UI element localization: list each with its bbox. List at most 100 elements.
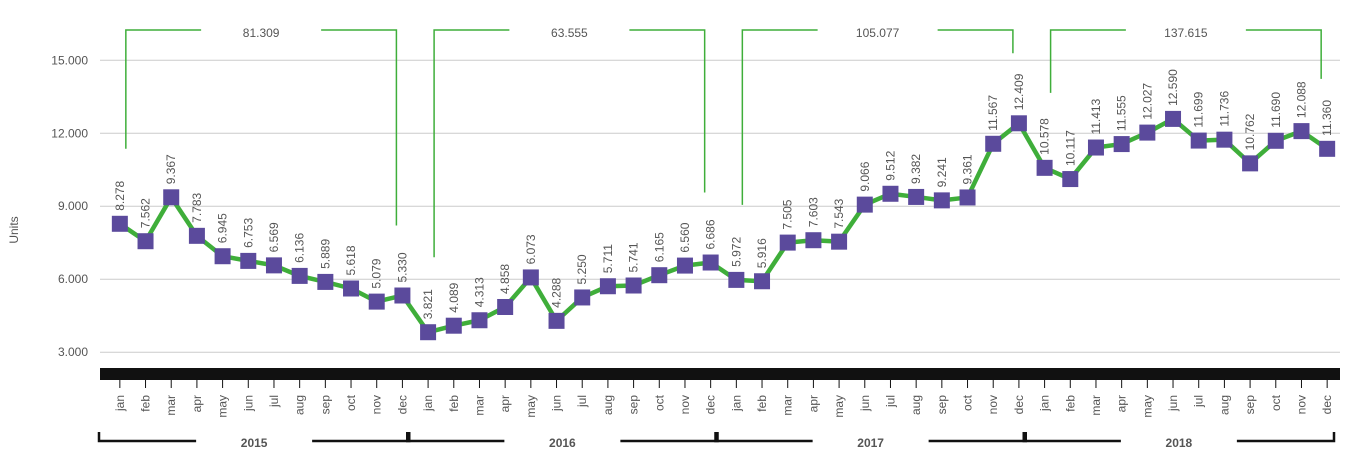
total-label: 81.309 xyxy=(243,26,280,40)
marker xyxy=(882,185,899,202)
x-tick-label: apr xyxy=(806,395,820,412)
marker xyxy=(779,234,796,251)
value-label: 3.821 xyxy=(421,289,435,319)
marker xyxy=(240,252,257,269)
marker xyxy=(471,312,488,329)
y-axis-label: Units xyxy=(7,216,21,243)
value-label: 6.073 xyxy=(524,234,538,264)
value-label: 10.578 xyxy=(1038,118,1052,155)
marker xyxy=(985,135,1002,152)
value-label: 12.590 xyxy=(1166,69,1180,106)
marker xyxy=(1267,132,1284,149)
value-label: 7.505 xyxy=(781,199,795,229)
value-label: 4.313 xyxy=(472,277,486,307)
value-label: 8.278 xyxy=(113,180,127,210)
x-tick-label: sep xyxy=(627,395,641,415)
marker xyxy=(728,271,745,288)
value-label: 11.555 xyxy=(1115,95,1129,131)
year-label: 2018 xyxy=(1166,436,1193,450)
x-tick-label: apr xyxy=(1115,395,1129,412)
value-label: 11.413 xyxy=(1089,98,1103,134)
marker xyxy=(574,289,591,306)
marker xyxy=(1190,132,1207,149)
marker xyxy=(1216,131,1233,148)
x-tick-label: feb xyxy=(1063,395,1077,412)
x-tick-label: jun xyxy=(241,395,255,412)
value-label: 7.603 xyxy=(806,197,820,227)
marker xyxy=(394,287,411,304)
marker xyxy=(702,254,719,271)
marker xyxy=(1293,123,1310,140)
marker xyxy=(754,273,771,290)
marker xyxy=(522,269,539,286)
total-bracket xyxy=(125,29,398,226)
value-label: 5.711 xyxy=(601,244,615,273)
x-tick-label: apr xyxy=(498,395,512,412)
marker xyxy=(1087,139,1104,156)
x-tick-label: nov xyxy=(678,395,692,414)
x-tick-label: feb xyxy=(139,395,153,412)
marker xyxy=(188,227,205,244)
value-label: 5.972 xyxy=(729,237,743,267)
value-label: 9.382 xyxy=(909,154,923,184)
marker xyxy=(343,280,360,297)
marker xyxy=(1062,171,1079,188)
marker xyxy=(1036,159,1053,176)
x-tick-label: jul xyxy=(575,395,589,408)
x-tick-label: dec xyxy=(395,395,409,414)
value-label: 5.250 xyxy=(575,254,589,284)
x-tick-label: mar xyxy=(1089,395,1103,416)
x-tick-label: jun xyxy=(550,395,564,412)
value-label: 7.562 xyxy=(139,198,153,228)
x-tick-label: mar xyxy=(164,395,178,416)
marker xyxy=(265,257,282,274)
marker xyxy=(111,215,128,232)
total-label: 137.615 xyxy=(1164,26,1208,40)
marker xyxy=(1139,124,1156,141)
x-tick-label: oct xyxy=(1269,394,1283,411)
value-label: 6.136 xyxy=(293,233,307,263)
x-tick-label: aug xyxy=(293,395,307,415)
value-label: 10.762 xyxy=(1243,113,1257,150)
value-label: 12.088 xyxy=(1294,81,1308,118)
marker xyxy=(368,293,385,310)
value-label: 11.567 xyxy=(986,95,1000,131)
marker xyxy=(1242,155,1259,172)
x-axis-bar xyxy=(100,368,1340,380)
value-label: 6.945 xyxy=(216,213,230,243)
marker xyxy=(805,232,822,249)
marker xyxy=(163,189,180,206)
total-label: 105.077 xyxy=(856,26,900,40)
x-tick-label: apr xyxy=(190,395,204,412)
y-tick-label: 15.000 xyxy=(51,53,88,67)
value-label: 6.165 xyxy=(652,232,666,262)
marker xyxy=(291,267,308,284)
value-label: 11.360 xyxy=(1320,100,1334,136)
marker xyxy=(1165,110,1182,127)
value-label: 5.916 xyxy=(755,238,769,268)
x-tick-label: jan xyxy=(421,395,435,412)
x-tick-label: aug xyxy=(909,395,923,415)
value-label: 5.618 xyxy=(344,245,358,275)
value-label: 4.288 xyxy=(550,278,564,308)
x-tick-label: nov xyxy=(370,395,384,414)
x-tick-label: jul xyxy=(883,395,897,408)
value-label: 9.361 xyxy=(961,154,975,184)
marker xyxy=(933,192,950,209)
x-tick-label: may xyxy=(1140,395,1154,418)
y-tick-label: 6.000 xyxy=(58,272,88,286)
year-label: 2015 xyxy=(241,436,268,450)
marker xyxy=(420,324,437,341)
value-label: 9.367 xyxy=(164,154,178,184)
x-tick-label: oct xyxy=(961,394,975,411)
x-tick-label: aug xyxy=(1217,395,1231,415)
value-label: 4.089 xyxy=(447,282,461,312)
x-tick-label: oct xyxy=(344,394,358,411)
value-label: 9.241 xyxy=(935,157,949,187)
marker xyxy=(137,233,154,250)
value-label: 5.330 xyxy=(395,252,409,282)
value-label: 9.512 xyxy=(883,150,897,180)
x-tick-label: jun xyxy=(1166,395,1180,412)
x-tick-label: nov xyxy=(1294,395,1308,414)
